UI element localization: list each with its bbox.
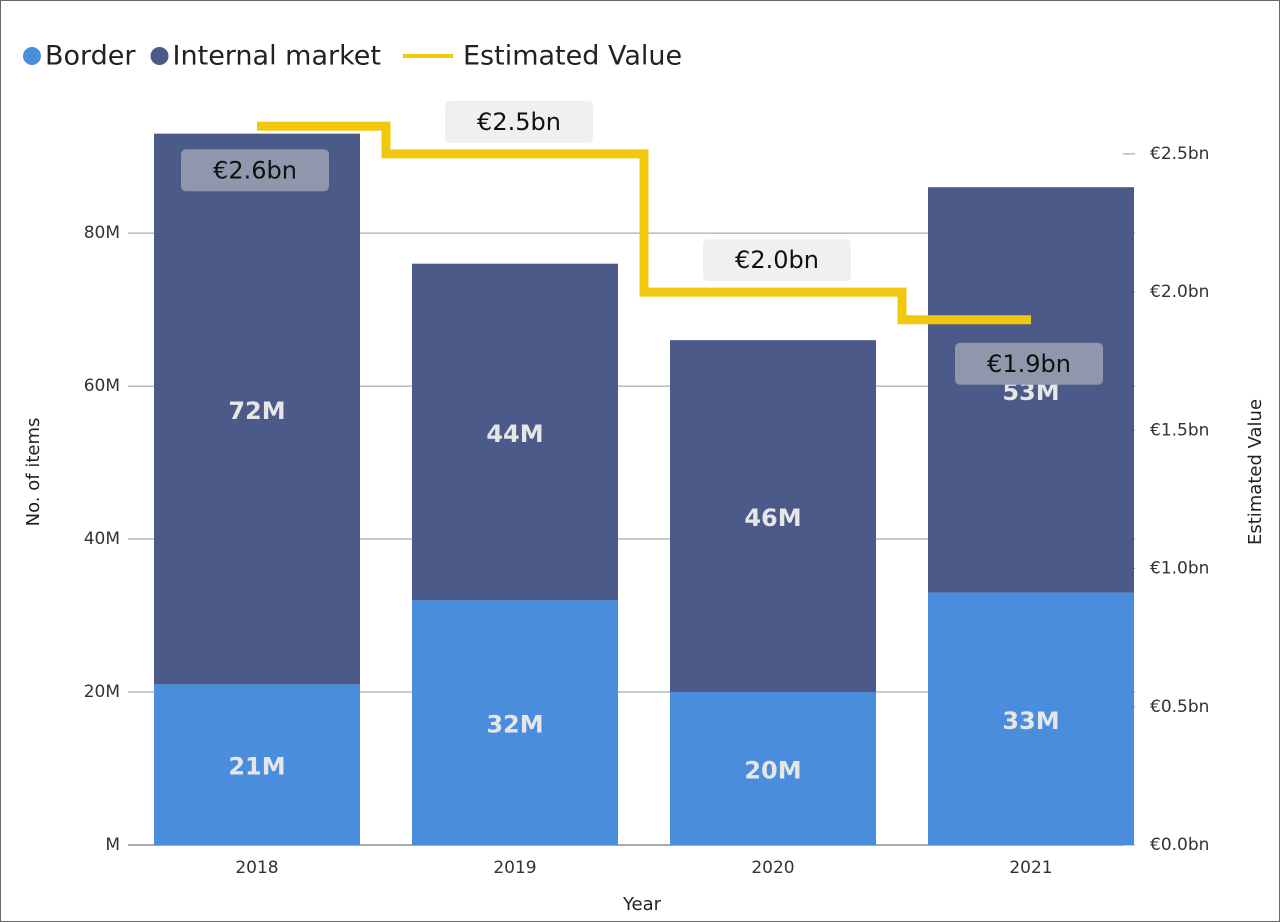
y-axis-title: No. of items <box>23 418 44 527</box>
line-label: €1.9bn <box>955 342 1103 385</box>
y2-tick-label: €2.5bn <box>1150 144 1209 164</box>
data-label: 44M <box>486 420 543 448</box>
bar-segment <box>412 263 618 601</box>
line-label: €2.6bn <box>181 149 329 192</box>
bar-segment <box>928 187 1134 593</box>
y2-tick-label: €0.5bn <box>1150 697 1209 717</box>
data-label: 72M <box>228 397 285 425</box>
line-label: €2.0bn <box>703 239 851 282</box>
x-tick-label: 2021 <box>1009 858 1052 878</box>
x-tick-label: 2019 <box>493 858 536 878</box>
data-label: 32M <box>486 711 543 739</box>
data-label: 20M <box>744 757 801 785</box>
label-box <box>703 239 851 282</box>
bar-segment <box>154 684 360 845</box>
y2-axis-title: Estimated Value <box>1245 399 1266 545</box>
y-tick-label: 60M <box>84 376 120 396</box>
data-label: €2.6bn <box>213 156 297 184</box>
legend-swatch <box>150 47 169 65</box>
legend-label: Internal market <box>173 41 381 72</box>
y-tick-label: M <box>105 835 120 855</box>
line-label: €2.5bn <box>445 100 593 143</box>
y2-tick-label: €1.5bn <box>1150 420 1209 440</box>
legend-label: Estimated Value <box>463 41 682 72</box>
data-label: 21M <box>228 753 285 781</box>
data-label: €2.5bn <box>477 108 561 136</box>
bar-segment <box>670 692 876 845</box>
label-box <box>181 149 329 192</box>
data-label: €2.0bn <box>735 246 819 274</box>
bar-segment <box>412 600 618 845</box>
x-tick-label: 2020 <box>751 858 794 878</box>
label-box <box>955 342 1103 385</box>
data-label: 33M <box>1002 707 1059 735</box>
legend-swatch <box>23 47 41 65</box>
y2-tick-label: €0.0bn <box>1150 835 1209 855</box>
label-box <box>445 100 593 143</box>
legend-label: Border <box>45 41 136 72</box>
x-tick-label: 2018 <box>235 858 278 878</box>
y2-tick-label: €2.0bn <box>1150 282 1209 302</box>
y2-tick-label: €1.0bn <box>1150 559 1209 579</box>
data-label: 46M <box>744 504 801 532</box>
data-label: €1.9bn <box>987 350 1071 378</box>
y-tick-label: 80M <box>84 223 120 243</box>
bar-segment <box>154 133 360 685</box>
bar-segment <box>928 592 1134 845</box>
y-tick-label: 40M <box>84 529 120 549</box>
bar-segment <box>670 340 876 693</box>
y-tick-label: 20M <box>84 682 120 702</box>
x-axis-title: Year <box>622 894 662 915</box>
